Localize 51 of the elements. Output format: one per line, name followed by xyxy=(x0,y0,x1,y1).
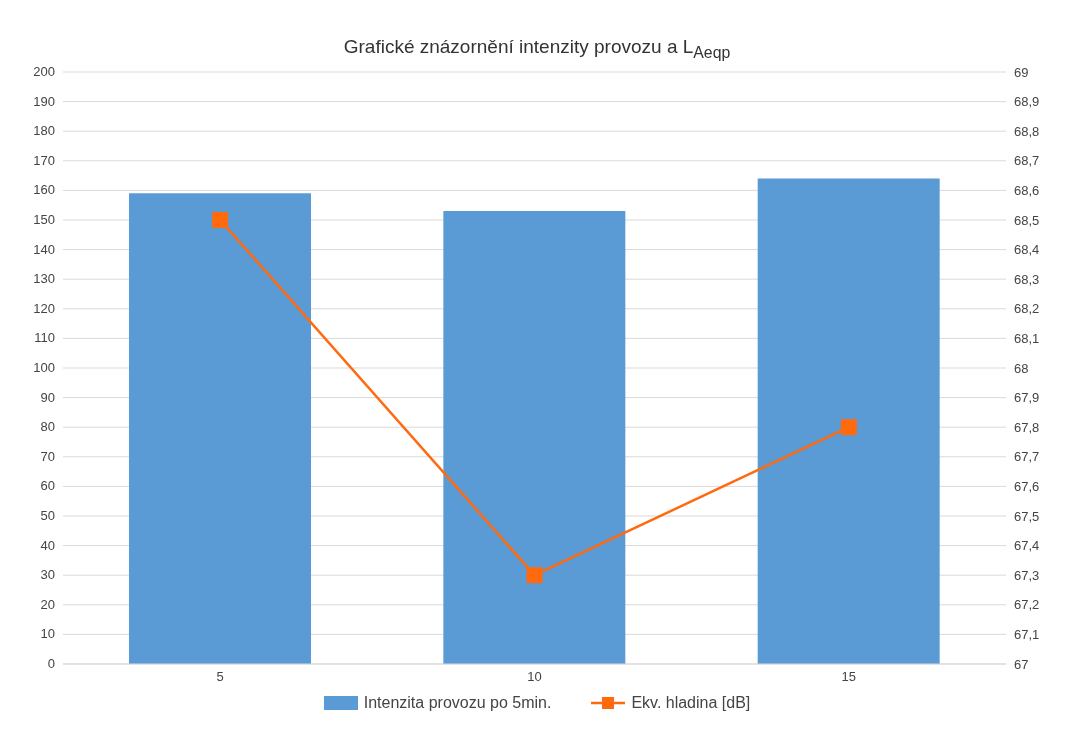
y-tick-label: 150 xyxy=(33,211,55,227)
y2-tick-label: 68,3 xyxy=(1014,271,1040,287)
y2-tick-label: 67,9 xyxy=(1014,390,1040,406)
y-tick-label: 30 xyxy=(40,567,55,582)
point xyxy=(526,567,543,583)
y2-tick-label: 68,7 xyxy=(1014,153,1040,169)
legend-label: Intenzita provozu po 5min. xyxy=(363,693,552,712)
point xyxy=(212,211,229,228)
y-tick-label: 50 xyxy=(40,507,55,523)
y-tick-label: 90 xyxy=(40,389,55,405)
y-tick-label: 170 xyxy=(33,152,55,168)
y-tick-label: 20 xyxy=(40,596,55,612)
y2-tick-label: 67,7 xyxy=(1014,449,1040,465)
y2-tick-label: 67,8 xyxy=(1014,419,1040,435)
y-tick-label: 140 xyxy=(33,241,55,257)
y2-tick-label: 68,2 xyxy=(1014,301,1040,317)
y-tick-label: 200 xyxy=(33,63,55,79)
y2-tick-label: 68,4 xyxy=(1014,242,1040,258)
y2-tick-label: 67 xyxy=(1014,656,1029,672)
y-tick-label: 160 xyxy=(33,182,55,198)
y2-tick-label: 67,3 xyxy=(1014,567,1040,583)
y-tick-label: 180 xyxy=(33,123,55,138)
y-tick-label: 190 xyxy=(33,93,55,109)
y2-tick-label: 68,5 xyxy=(1014,212,1040,228)
y2-tick-label: 68,9 xyxy=(1014,94,1040,110)
y-tick-label: 130 xyxy=(33,271,55,286)
y-tick-label: 80 xyxy=(40,419,55,434)
y-tick-label: 40 xyxy=(40,537,55,553)
y2-tick-label: 68,8 xyxy=(1014,123,1040,139)
y2-tick-label: 67,5 xyxy=(1014,508,1040,524)
y-tick-label: 60 xyxy=(40,478,55,494)
x-tick-label: 10 xyxy=(527,669,542,685)
y-tick-label: 120 xyxy=(33,300,55,316)
y2-tick-label: 67,1 xyxy=(1014,626,1040,642)
x-tick-label: 15 xyxy=(841,669,857,685)
y2-tick-label: 68 xyxy=(1014,360,1029,376)
y-tick-label: 100 xyxy=(33,359,55,375)
y2-tick-label: 67,2 xyxy=(1014,597,1040,613)
y2-tick-label: 68,1 xyxy=(1014,330,1040,346)
point xyxy=(840,419,857,435)
y-tick-label: 0 xyxy=(47,655,55,671)
y-tick-label: 110 xyxy=(34,330,55,346)
y2-tick-label: 69 xyxy=(1014,64,1029,80)
y-tick-label: 10 xyxy=(40,626,55,642)
y2-tick-label: 68,6 xyxy=(1014,182,1040,198)
chart-title: Grafické znázornění intenzity provozu a L$_{Aeqp}$ xyxy=(342,35,732,62)
y2-tick-label: 67,4 xyxy=(1014,538,1040,554)
x-tick-label: 5 xyxy=(216,669,224,685)
legend-label: Ekv. hladina [dB] xyxy=(631,693,751,712)
y-tick-label: 70 xyxy=(40,448,55,464)
y2-tick-label: 67,6 xyxy=(1014,478,1040,494)
